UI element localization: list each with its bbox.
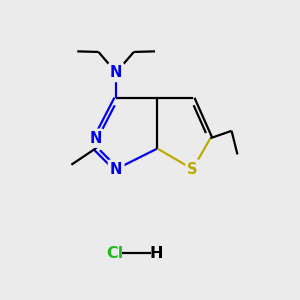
Text: H: H [149, 246, 163, 261]
Text: S: S [188, 162, 198, 177]
Text: N: N [110, 65, 122, 80]
Text: N: N [89, 131, 102, 146]
Text: Cl: Cl [106, 246, 123, 261]
Text: N: N [110, 162, 122, 177]
